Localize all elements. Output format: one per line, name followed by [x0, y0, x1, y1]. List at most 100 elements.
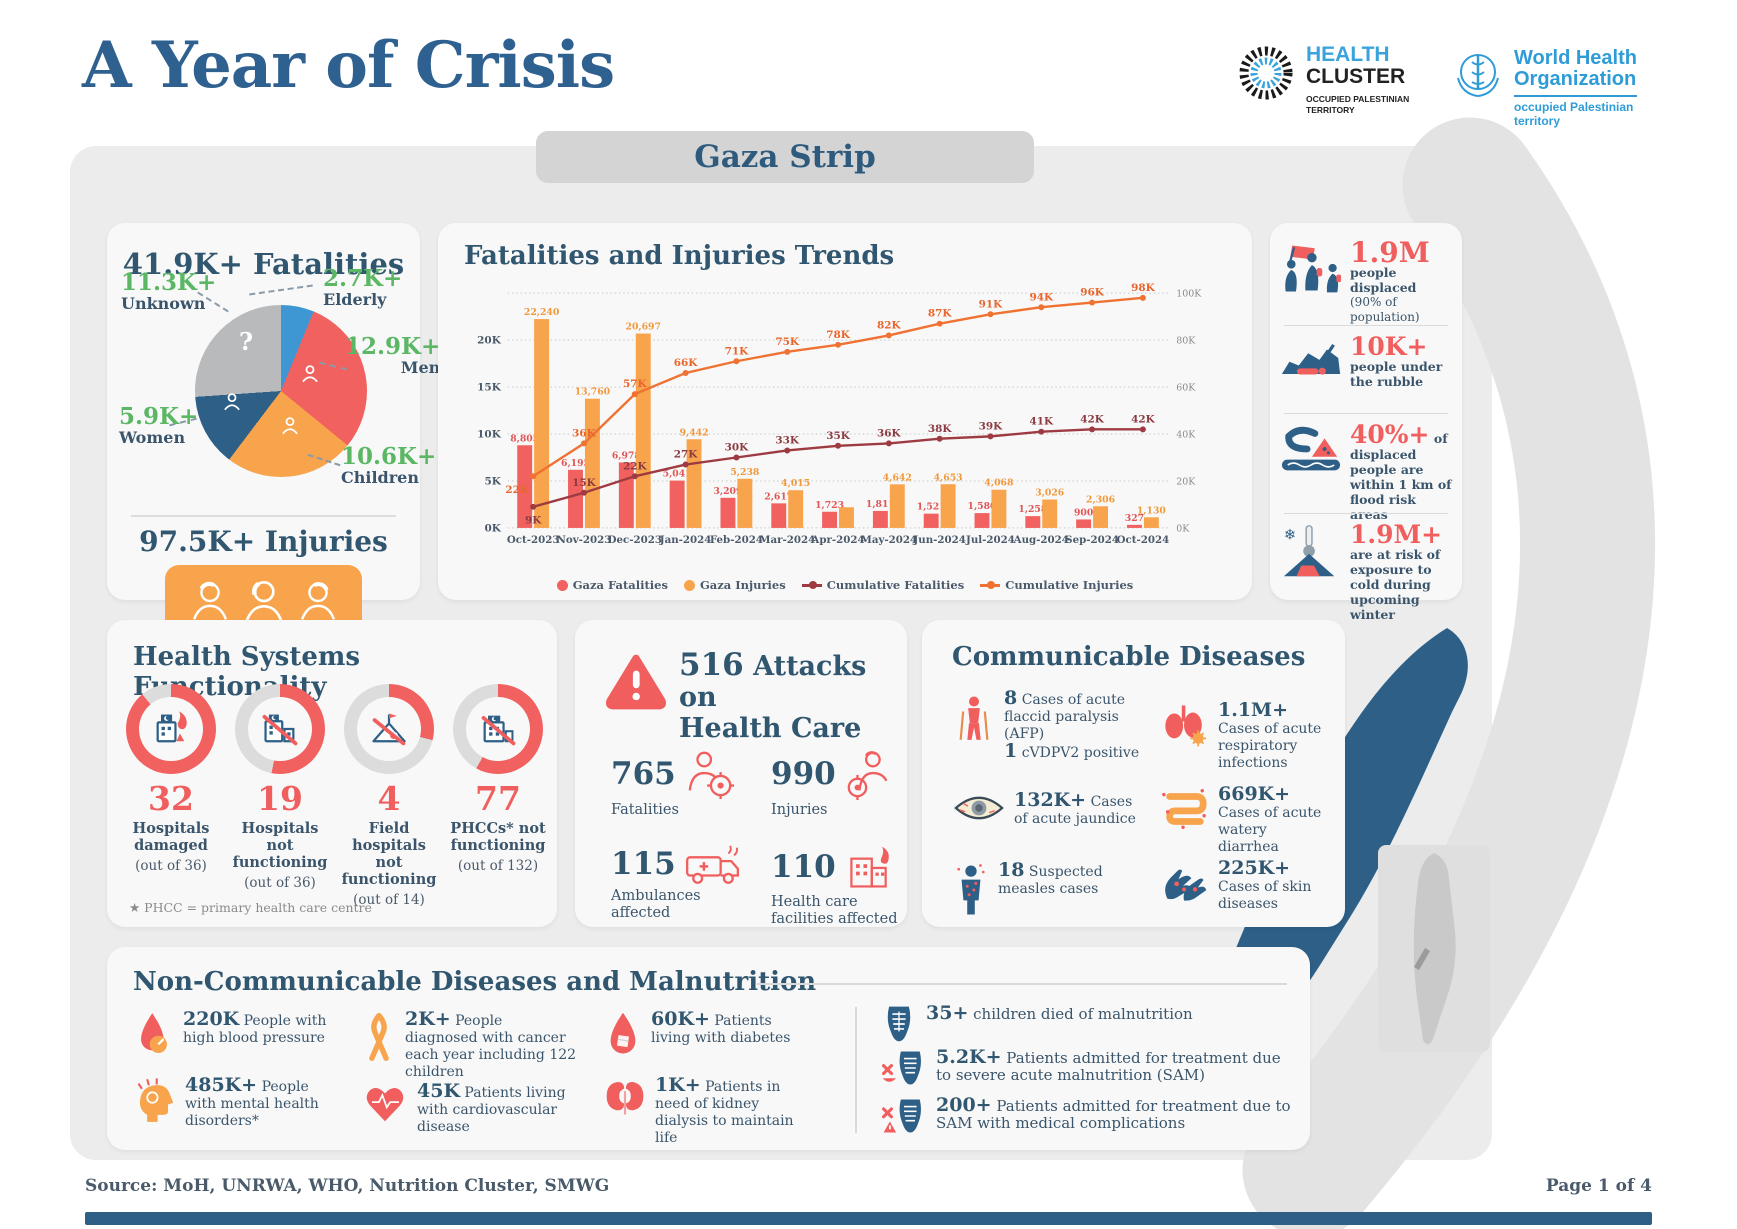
phcc-footnote: ★ PHCC = primary health care centre — [129, 900, 372, 915]
attack-fatalities-stat: 765 Fatalities — [611, 748, 761, 819]
legend-item: Cumulative Fatalities — [801, 578, 964, 592]
health-cluster-name1: HEALTH — [1306, 43, 1390, 66]
diarrhea-number: 669K+ — [1218, 783, 1291, 805]
fatalities-number: 41.9K+ — [122, 247, 243, 281]
attack-injuries-stat: 990 Injuries — [771, 748, 921, 819]
attack-injuries-label: Injuries — [771, 802, 828, 818]
hospitals-damaged-label: Hospitals damaged — [132, 820, 210, 854]
svg-text:327: 327 — [1125, 513, 1144, 524]
sam-complications-text: Patients admitted for treatment due to S… — [936, 1097, 1291, 1132]
svg-text:Dec-2023: Dec-2023 — [608, 534, 662, 546]
cancer-stat: 2K+ People diagnosed with cancer each ye… — [363, 1008, 578, 1081]
svg-text:3,026: 3,026 — [1035, 488, 1064, 499]
region-banner-label: Gaza Strip — [694, 139, 876, 175]
svg-text:33K: 33K — [775, 434, 800, 446]
doctor-target-icon — [688, 751, 734, 800]
women-label: Women — [119, 428, 186, 447]
attacks-number: 516 — [679, 647, 744, 683]
svg-text:Feb-2024: Feb-2024 — [710, 534, 763, 546]
hospitals-not-functioning-stat: 19 Hospitals not functioning (out of 36) — [230, 684, 330, 891]
svg-text:5K: 5K — [484, 475, 501, 487]
divider — [131, 515, 396, 517]
attack-fatalities-label: Fatalities — [611, 802, 679, 818]
blood-pressure-number: 220K — [183, 1008, 240, 1030]
children-value: 10.6K+ — [341, 443, 437, 470]
svg-text:4,068: 4,068 — [984, 478, 1013, 489]
svg-text:❄: ❄ — [1284, 527, 1296, 543]
svg-text:98K: 98K — [1131, 282, 1156, 294]
region-banner: Gaza Strip — [536, 131, 1034, 183]
svg-text:1,130: 1,130 — [1137, 505, 1166, 516]
sam-text: Patients admitted for treatment due to s… — [936, 1049, 1281, 1084]
ambulances-stat: 115 Ambulances affected — [611, 842, 761, 922]
skin-number: 225K+ — [1218, 857, 1291, 879]
chart-title: Fatalities and Injuries Trends — [464, 241, 895, 271]
hospitals-not-functioning-donut — [235, 684, 325, 774]
respiratory-stat: 1.1M+ Cases of acute respiratory infecti… — [1160, 699, 1332, 772]
children-label: Children — [341, 468, 419, 487]
hospital-damaged-icon — [156, 711, 187, 743]
injured-person-icon — [192, 581, 227, 620]
flood-text: of displaced people are within 1 km of f… — [1350, 431, 1452, 522]
who-name2: Organization — [1514, 68, 1637, 90]
respiratory-number: 1.1M+ — [1218, 699, 1289, 721]
elderly-value: 2.7K+ — [323, 265, 403, 292]
injuries-number: 97.5K+ — [139, 525, 256, 558]
svg-text:22K: 22K — [623, 460, 648, 472]
divider — [757, 983, 1287, 985]
svg-text:Aug-2024: Aug-2024 — [1013, 534, 1069, 546]
svg-text:3,209: 3,209 — [713, 486, 742, 497]
phcc-stat: 77 PHCCs* not functioning (out of 132) — [448, 684, 548, 874]
svg-text:40K: 40K — [1176, 430, 1196, 441]
cold-text: are at risk of exposure to cold during u… — [1350, 547, 1441, 622]
facilities-stat: 110 Health care facilities affected — [771, 842, 921, 928]
trends-chart: 0K 0K 5K 20K 10K 40K 15K 60K 20K 80K 100K 8,805 6,19… — [477, 282, 1202, 546]
afp-icon — [959, 696, 989, 740]
measles-text: Suspected measles cases — [998, 864, 1103, 897]
svg-text:Sep-2024: Sep-2024 — [1065, 534, 1119, 546]
pie-unknown-icon: ? — [239, 327, 254, 356]
svg-text:71K: 71K — [725, 345, 750, 357]
chart-legend: Gaza Fatalities Gaza Injuries Cumulative F… — [438, 578, 1252, 592]
svg-text:13,760: 13,760 — [575, 387, 610, 398]
blood-pressure-text: People with high blood pressure — [183, 1013, 327, 1046]
lungs-icon — [1165, 705, 1207, 747]
jaundice-eye-icon — [954, 796, 1004, 820]
health-facility-icon — [850, 846, 889, 888]
cancer-number: 2K+ — [405, 1008, 451, 1030]
cvdpv2-text: cVDPV2 positive — [1021, 745, 1140, 761]
fatalities-pie-chart: ? — [195, 305, 367, 477]
pie-callout-women: 5.9K+ Women — [119, 405, 198, 447]
displaced-subtext: (90% of population) — [1350, 295, 1420, 324]
skin-diseases-icon — [1165, 869, 1207, 901]
respiratory-text: Cases of acute respiratory infections — [1218, 721, 1322, 771]
health-cluster-sub2: TERRITORY — [1306, 105, 1355, 115]
field-hospitals-label: Field hospitals not functioning — [341, 820, 437, 888]
svg-text:100K: 100K — [1176, 289, 1202, 300]
malnutrition-deaths-number: 35+ — [926, 1002, 969, 1024]
blood-pressure-icon — [141, 1013, 167, 1053]
attacks-title-line1: Attacks on — [679, 651, 867, 713]
legend-item: Cumulative Injuries — [980, 578, 1133, 592]
svg-text:42K: 42K — [1080, 413, 1105, 425]
flood-item: 40%+ of displaced people are within 1 km… — [1280, 422, 1454, 522]
mental-health-text: People with mental health disorders* — [185, 1079, 319, 1129]
injuries-heading: 97.5K+ Injuries — [107, 525, 420, 558]
svg-text:66K: 66K — [674, 357, 699, 369]
svg-text:42K: 42K — [1131, 413, 1156, 425]
phcc-donut — [453, 684, 543, 774]
diabetes-number: 60K+ — [651, 1008, 710, 1030]
svg-text:10K: 10K — [477, 429, 502, 441]
svg-text:20K: 20K — [477, 335, 502, 347]
hospitals-damaged-sub: (out of 36) — [135, 858, 207, 874]
svg-text:900: 900 — [1074, 508, 1093, 519]
displaced-number: 1.9M — [1350, 236, 1430, 269]
afp-stat: 8 Cases of acute flaccid paralysis (AFP)… — [954, 689, 1140, 762]
men-value: 12.9K+ — [345, 333, 441, 360]
field-hospitals-donut — [344, 684, 434, 774]
cvdpv2-number: 1 — [1004, 740, 1018, 762]
blood-pressure-stat: 220K People with high blood pressure — [135, 1008, 335, 1057]
svg-text:1,723: 1,723 — [815, 500, 844, 511]
ambulances-label: Ambulances affected — [611, 888, 701, 921]
